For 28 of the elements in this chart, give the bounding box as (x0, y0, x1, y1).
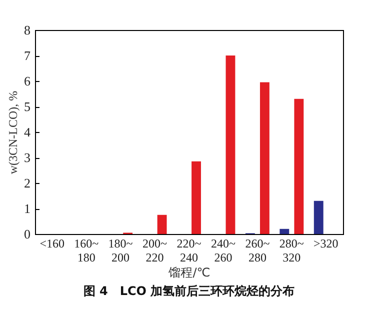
bar (192, 161, 201, 234)
bar (280, 228, 290, 234)
x-tick-label: 160~ 180 (74, 236, 100, 264)
x-tick-label: 260~ 280 (245, 236, 270, 264)
y-tick-label: 2 (24, 176, 30, 190)
y-tick-label: 4 (24, 124, 31, 140)
y-axis-title: w(3CN-LCO), % (6, 90, 20, 174)
bar (226, 56, 236, 234)
y-tick-label: 0 (24, 226, 30, 242)
text: 图 4 LCO 加氢前后三环环烷烃的分布 (83, 284, 295, 298)
y-tick-label: 5 (24, 99, 30, 114)
y-tick-label: 8 (24, 22, 30, 38)
bar (260, 82, 270, 234)
bar (157, 214, 167, 234)
x-tick-label: <160 (40, 236, 64, 250)
x-tick-label: 220~ 240 (176, 236, 202, 264)
y-tick-label: 1 (24, 201, 30, 216)
y-tick-label: 3 (24, 150, 30, 165)
x-tick-label: 240~ 260 (210, 236, 236, 264)
x-axis-title: 馏程/℃ (168, 266, 210, 280)
x-tick-label: 200~ 220 (142, 236, 168, 264)
x-tick-label: 180~ 200 (108, 236, 134, 264)
bar (314, 200, 324, 234)
y-tick-label: 6 (24, 74, 31, 88)
x-tick-label: 280~ 320 (279, 236, 304, 264)
y-tick-label: 7 (24, 48, 31, 63)
x-tick-label: >320 (314, 236, 338, 250)
bar (294, 98, 304, 234)
